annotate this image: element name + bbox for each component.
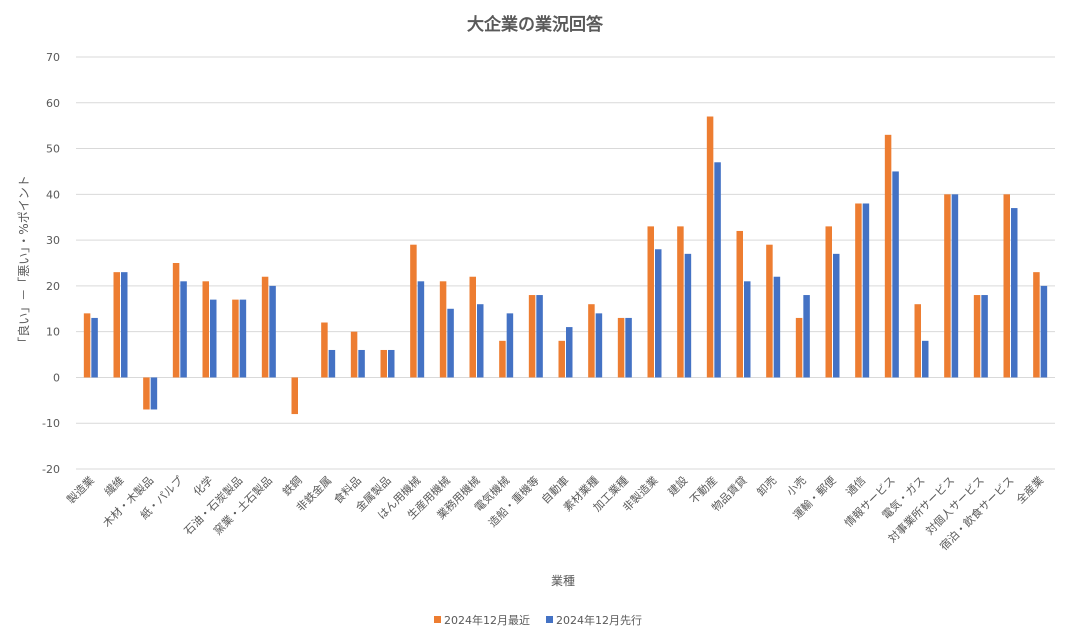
gridlines [76, 56, 1055, 470]
bar [417, 281, 425, 378]
bar [795, 317, 803, 378]
bar [239, 299, 247, 378]
bar [566, 327, 573, 378]
y-tick-label: 10 [46, 326, 60, 339]
bar [825, 226, 832, 378]
y-tick-label: 50 [46, 143, 60, 156]
bars [83, 116, 1048, 415]
bar [922, 340, 929, 378]
x-category-label: 全産業 [1013, 473, 1046, 506]
bar [944, 194, 951, 378]
bar [706, 116, 714, 378]
bar [617, 317, 625, 378]
legend: 2024年12月最近 2024年12月先行 [434, 613, 642, 627]
bar [410, 244, 417, 378]
y-axis-ticks: -20 -10 0 10 20 30 40 50 60 70 [42, 51, 60, 476]
x-category-label: 化学 [190, 473, 215, 498]
legend-label: 2024年12月先行 [556, 613, 642, 627]
bar [833, 253, 840, 378]
x-category-label: 繊維 [102, 474, 127, 499]
bar [499, 340, 506, 378]
bar [358, 349, 365, 378]
bar [1003, 194, 1010, 378]
bar [528, 295, 536, 378]
bar [677, 226, 684, 378]
bar [439, 281, 447, 378]
bar [350, 331, 358, 378]
chart-title: 大企業の業況回答 [467, 14, 604, 35]
bar [91, 317, 98, 378]
bar [121, 272, 128, 378]
bar [973, 295, 981, 378]
bar [172, 263, 180, 378]
x-axis-label: 業種 [551, 574, 575, 588]
y-tick-label: 0 [53, 371, 60, 384]
bar [291, 377, 298, 415]
x-category-label: 鉄鋼 [279, 473, 304, 498]
bar [803, 295, 810, 378]
bar [1033, 272, 1040, 378]
x-category-label: 小売 [784, 474, 809, 499]
bar [655, 249, 662, 378]
bar [884, 134, 892, 378]
bar [83, 313, 91, 378]
bar [892, 171, 899, 378]
bar [862, 203, 870, 378]
bar [558, 340, 565, 378]
bar [981, 295, 988, 378]
y-axis-label: 「良い」－「悪い」・%ポイント [16, 175, 31, 348]
y-tick-label: 20 [46, 280, 60, 293]
bar [321, 322, 328, 378]
bar [469, 276, 476, 378]
x-category-label: 製造業 [64, 473, 97, 506]
y-tick-label: -10 [42, 417, 60, 430]
bar [143, 377, 150, 410]
bar [1040, 285, 1048, 378]
bar [588, 304, 595, 378]
legend-swatch [546, 616, 553, 623]
bar [744, 281, 751, 378]
bar [914, 304, 921, 378]
bar [180, 281, 187, 378]
bar [202, 281, 209, 378]
bar [113, 272, 120, 378]
bar [150, 377, 158, 410]
bar [232, 299, 239, 378]
x-category-label: 卸売 [754, 473, 779, 498]
bar [595, 313, 603, 378]
legend-label: 2024年12月最近 [444, 613, 530, 627]
bar [380, 349, 387, 378]
bar [773, 276, 781, 378]
bar [388, 349, 395, 378]
bar [684, 253, 692, 378]
bar [536, 295, 543, 378]
bar [1011, 208, 1018, 378]
bar [269, 285, 276, 378]
bar [647, 226, 654, 378]
bar [261, 276, 269, 378]
bar [736, 230, 743, 378]
x-category-label: 建設 [665, 473, 690, 498]
bar [855, 203, 862, 378]
bar [477, 304, 484, 378]
bar [447, 308, 454, 378]
y-tick-label: 30 [46, 234, 60, 247]
y-tick-label: 70 [46, 51, 60, 64]
bar [625, 317, 632, 378]
bar [328, 349, 336, 378]
bar [210, 299, 217, 378]
y-tick-label: -20 [42, 463, 60, 476]
y-tick-label: 60 [46, 97, 60, 110]
x-category-label: 通信 [844, 474, 869, 499]
bar [951, 194, 959, 378]
bar [506, 313, 514, 378]
y-tick-label: 40 [46, 188, 60, 201]
legend-swatch [434, 616, 441, 623]
bar [766, 244, 773, 378]
bar [714, 162, 721, 378]
